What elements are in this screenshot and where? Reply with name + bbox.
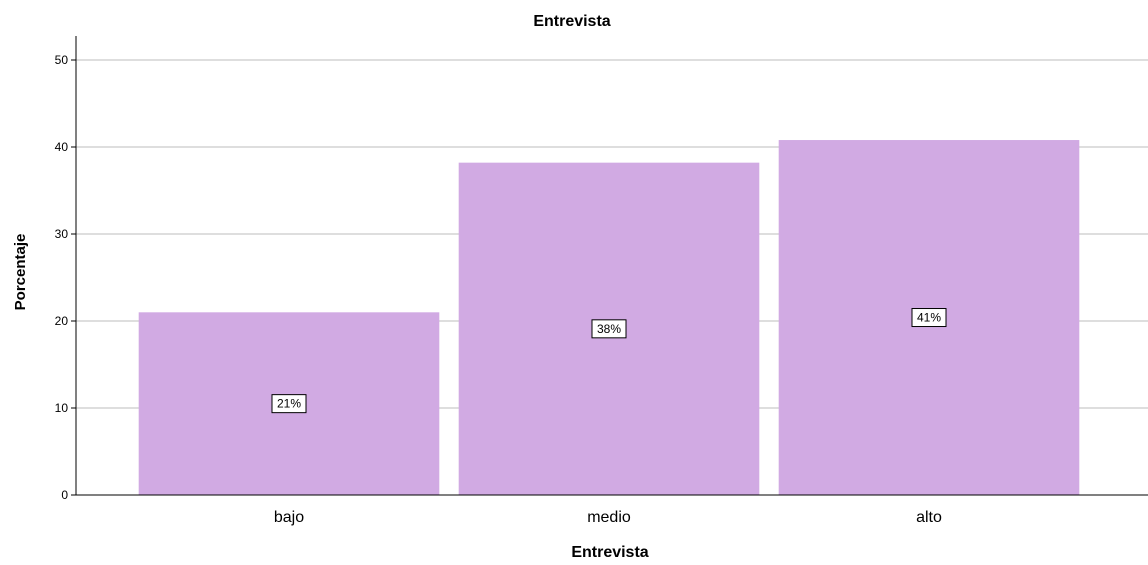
y-tick-label: 0	[61, 488, 68, 502]
x-tick-label: bajo	[274, 509, 304, 526]
y-tick-label: 20	[55, 314, 69, 328]
y-tick-label: 50	[55, 53, 69, 67]
data-label-box	[911, 308, 947, 328]
y-tick-label: 10	[55, 401, 69, 415]
y-axis-label: Porcentaje	[12, 234, 29, 311]
x-axis-ticks: bajo medio alto	[274, 509, 942, 526]
data-labels: 21% 38% 41%	[271, 308, 947, 414]
x-tick-label: medio	[587, 509, 631, 526]
chart-title: Entrevista	[533, 13, 610, 30]
y-tick-label: 30	[55, 227, 69, 241]
data-label: 41%	[917, 311, 941, 325]
data-label-box	[271, 394, 307, 414]
data-label: 38%	[597, 322, 621, 336]
y-tick-label: 40	[55, 140, 69, 154]
data-label: 21%	[277, 397, 301, 411]
data-label-box	[591, 319, 627, 339]
x-tick-label: alto	[916, 509, 942, 526]
y-axis-ticks: 0 10 20 30 40 50	[55, 53, 76, 502]
x-axis-label: Entrevista	[571, 544, 648, 561]
